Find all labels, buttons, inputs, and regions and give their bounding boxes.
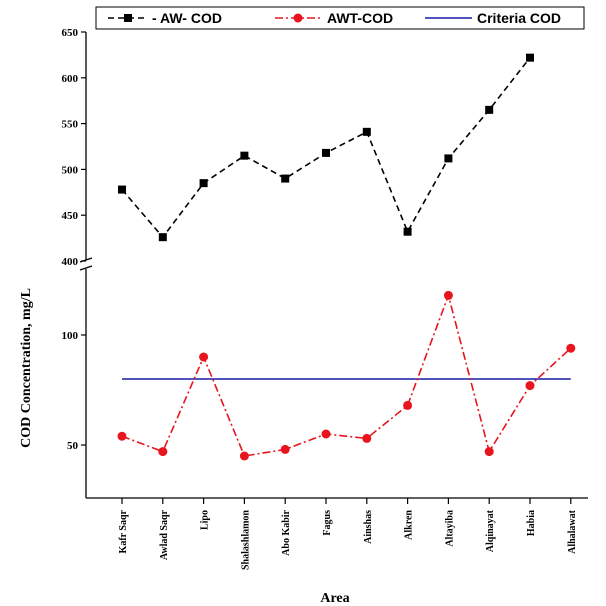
point-awt-cod (566, 343, 576, 353)
y-tick-label: 650 (62, 27, 79, 39)
point-aw-cod (485, 105, 494, 114)
point-aw-cod (118, 185, 126, 194)
x-tick-label: Altayiba (444, 510, 455, 547)
y-tick-label: 500 (62, 164, 79, 176)
legend-item-awt-cod: AWT-COD (275, 10, 393, 26)
point-awt-cod (321, 429, 331, 439)
point-aw-cod (158, 233, 167, 242)
legend-label-awt-cod: AWT-COD (327, 10, 393, 26)
series-line-aw-cod (121, 57, 531, 239)
point-awt-cod (484, 447, 494, 457)
point-aw-cod (199, 179, 208, 188)
y-axis-title: COD Concentration, mg/L (19, 288, 34, 448)
y-tick-label: 50 (67, 440, 79, 452)
x-tick-label: Fagus (322, 510, 333, 536)
legend-item-aw-cod: - AW- COD (108, 10, 222, 26)
legend: - AW- COD AWT-COD Criteria COD (95, 6, 585, 30)
x-tick-label: Alqinayat (485, 509, 496, 552)
x-tick-label: Ainshas (363, 510, 374, 544)
point-awt-cod (158, 447, 168, 457)
y-tick-label: 600 (62, 73, 79, 85)
axis-ticks: 400 450 500 550 600 650 50 100 Kafr Saqr Awlad Sa… (62, 27, 578, 570)
x-tick-label: Kafr Saqr (118, 509, 129, 553)
y-tick-label: 400 (62, 256, 79, 268)
legend-label-aw-cod: - AW- COD (152, 10, 222, 26)
point-awt-cod (362, 433, 372, 443)
x-tick-label: Alhalawat (567, 509, 578, 554)
legend-item-criteria-cod: Criteria COD (425, 10, 561, 26)
x-axis-title: Area (320, 591, 349, 606)
point-awt-cod (403, 400, 413, 410)
point-aw-cod (322, 148, 330, 157)
point-aw-cod (362, 127, 371, 136)
series-line-awt-cod (121, 292, 572, 457)
series-layer (117, 53, 576, 461)
x-tick-label: Abo Kabir (281, 509, 292, 555)
point-aw-cod (281, 174, 290, 183)
y-tick-label: 100 (62, 330, 79, 342)
point-awt-cod (199, 352, 209, 362)
x-tick-label: Awlad Saqr (159, 509, 170, 560)
point-aw-cod (444, 154, 453, 163)
point-awt-cod (443, 290, 453, 300)
x-tick-label: Shalashlamon (240, 510, 251, 570)
point-aw-cod (526, 53, 534, 62)
legend-label-criteria-cod: Criteria COD (477, 10, 561, 26)
point-aw-cod (403, 227, 412, 236)
point-awt-cod (280, 444, 290, 454)
point-awt-cod (239, 451, 249, 461)
axis-break (79, 257, 93, 271)
x-tick-label: Lipo (200, 510, 211, 530)
legend-box (95, 6, 585, 30)
y-tick-label: 550 (62, 119, 79, 131)
point-aw-cod (240, 151, 249, 160)
x-tick-label: Habia (526, 510, 537, 536)
point-awt-cod (525, 381, 535, 391)
point-awt-cod (117, 431, 127, 441)
x-tick-label: Alkren (404, 510, 415, 540)
y-tick-label: 450 (62, 210, 79, 222)
